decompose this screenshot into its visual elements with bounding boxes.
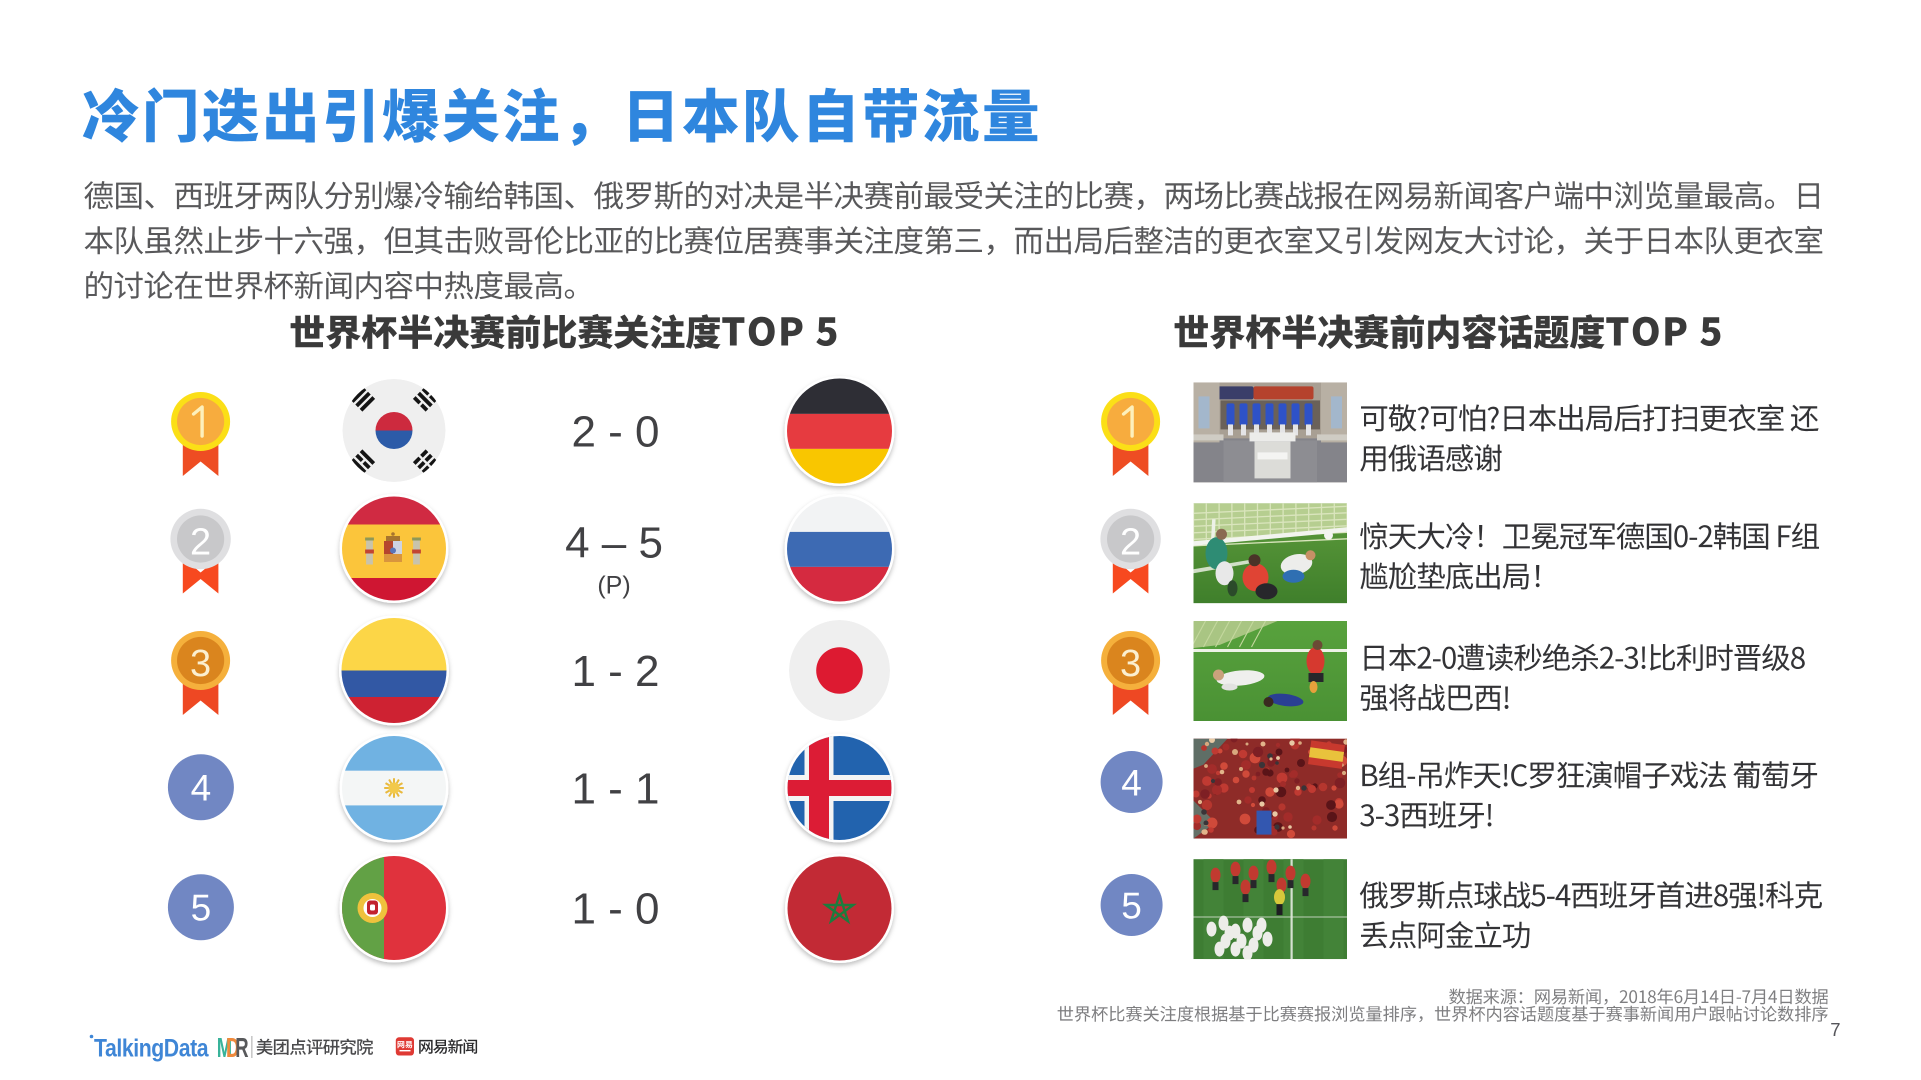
svg-text:3: 3 <box>190 643 211 685</box>
svg-text:2: 2 <box>1120 522 1141 564</box>
svg-text:5: 5 <box>191 888 212 929</box>
svg-text:1 - 1: 1 - 1 <box>571 765 659 814</box>
svg-text:1 - 0: 1 - 0 <box>571 885 659 934</box>
svg-text:TalkingData: TalkingData <box>94 1034 210 1062</box>
svg-text:R: R <box>235 1033 248 1064</box>
svg-text:4 – 5: 4 – 5 <box>565 519 663 568</box>
svg-text:D: D <box>226 1033 239 1064</box>
svg-text:(P): (P) <box>597 572 630 600</box>
svg-text:1 - 2: 1 - 2 <box>571 647 659 696</box>
svg-text:3: 3 <box>1120 643 1141 685</box>
svg-text:4: 4 <box>1121 763 1142 804</box>
svg-text:2 - 0: 2 - 0 <box>571 408 659 457</box>
svg-text:2: 2 <box>190 522 211 564</box>
svg-text:M: M <box>217 1033 232 1064</box>
svg-text:4: 4 <box>191 768 212 809</box>
svg-text:7: 7 <box>1830 1019 1840 1040</box>
svg-text:5: 5 <box>1121 886 1142 927</box>
